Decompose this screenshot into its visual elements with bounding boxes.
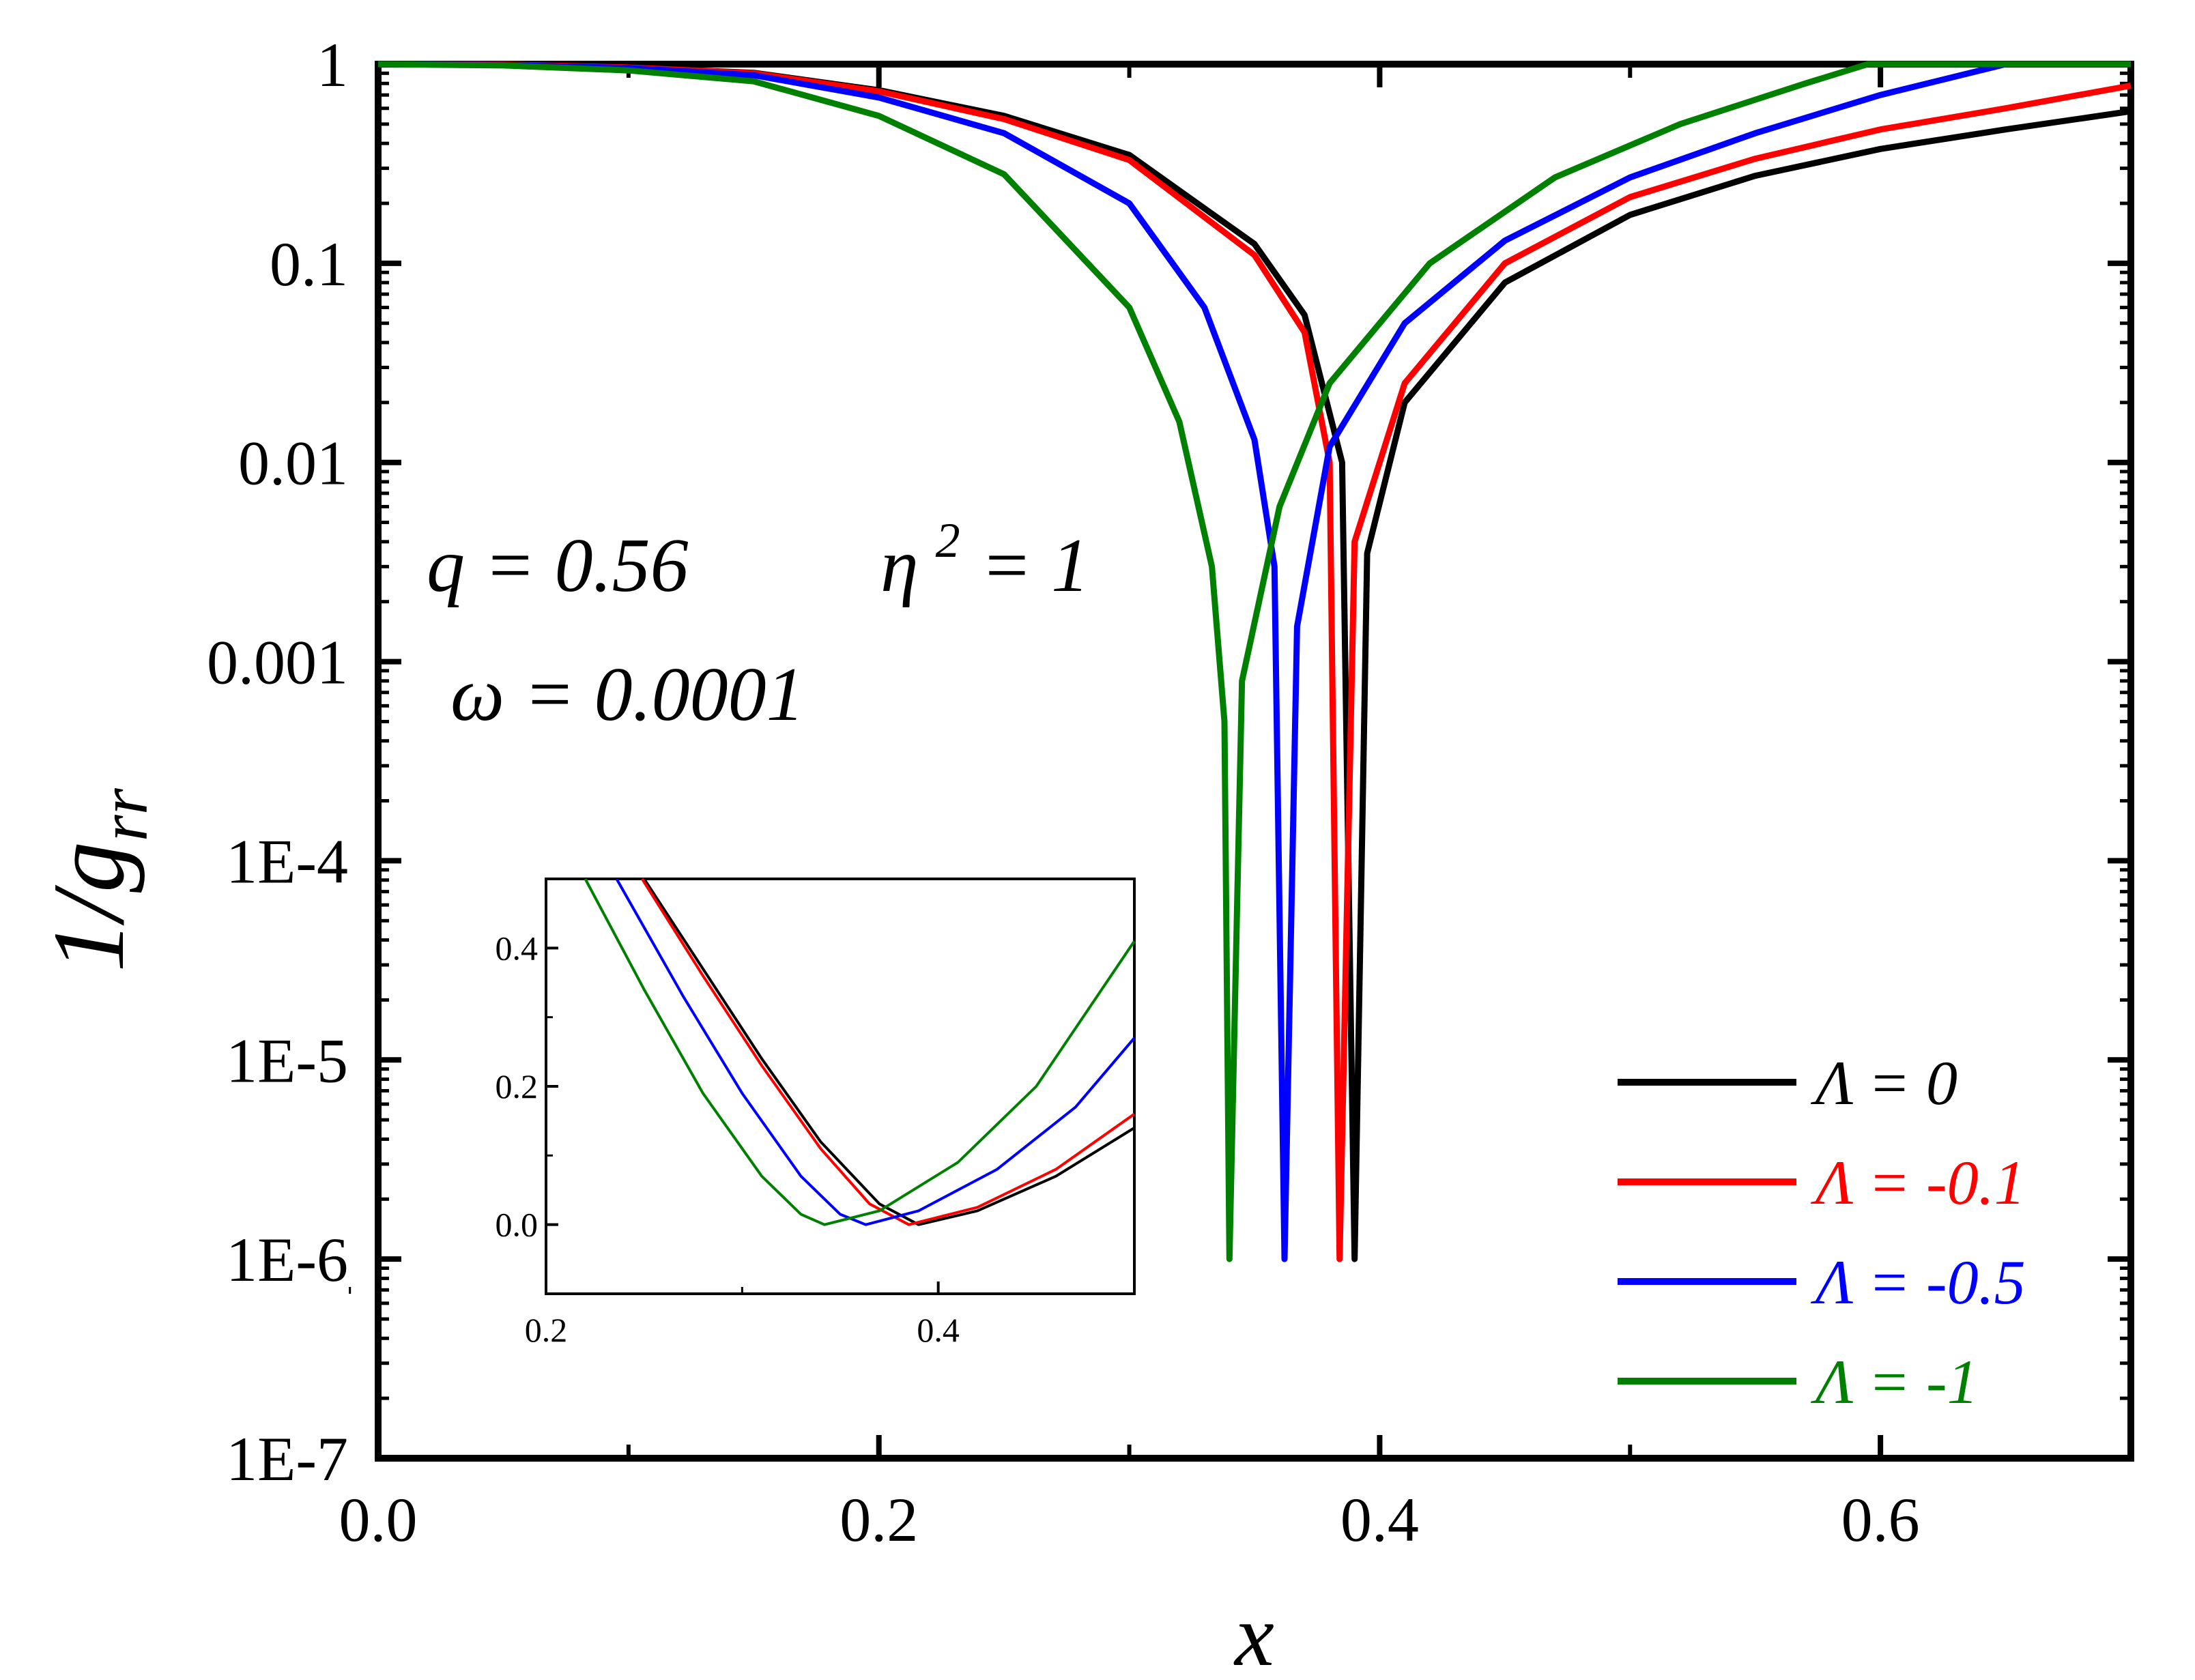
x-tick-label: 0.2 [840,1485,918,1554]
annotation-q: q = 0.56 [427,523,689,608]
annotation-omega: ω = 0.0001 [450,652,805,737]
parameter-annotation: q = 0.56 η 2 = 1 ω = 0.0001 [427,513,1089,737]
legend-label-0: Λ = 0 [1810,1048,1957,1118]
y-axis-title: 1/grr [32,787,162,972]
y-tick-label: 1E-6 [226,1225,348,1294]
y-tick-label: 0.1 [270,229,348,299]
y-axis-title-main: 1/g [32,841,145,972]
inset-x-tick-label: 0.4 [917,1311,960,1349]
x-axis-ticks: 0.0 0.2 0.4 0.6 [339,64,1920,1554]
y-tick-label: 1E-5 [226,1026,348,1095]
inset-series-line-0-5 [615,878,1136,1226]
legend-label-0-5: Λ = -0.5 [1810,1247,2026,1317]
annotation-eta-superscript: 2 [936,513,960,568]
y-tick-label: 1 [317,30,348,100]
y-axis-ticks: 1 0.1 0.01 0.001 1E-4 1E-5 1E-6 1E-7 [207,30,2131,1494]
series-lines [377,61,2132,1262]
inset-series-line-0 [643,878,1136,1226]
series-line-1 [377,61,2131,1262]
annotation-eta: η 2 = 1 [880,513,1089,608]
inset-chart: 0.2 0.4 0.0 0.2 0.4 [349,878,1136,1349]
inset-y-tick-label: 0.4 [496,929,539,967]
inset-lines [584,878,1136,1226]
y-tick-label: 0.01 [238,429,348,498]
y-axis-title-subscript: rr [86,787,162,841]
annotation-eta-symbol: η [880,523,919,608]
annotation-eta-value: = 1 [981,523,1090,608]
x-tick-label: 0.6 [1841,1485,1920,1554]
legend: Λ = 0 Λ = -0.1 Λ = -0.5 Λ = -1 [1618,1048,2026,1417]
y-tick-label: 1E-4 [226,826,348,896]
legend-label-0-1: Λ = -0.1 [1810,1148,2026,1217]
legend-label-1: Λ = -1 [1810,1347,1979,1417]
inset-frame [545,878,1136,1295]
series-line-0-5 [377,61,2131,1262]
x-tick-label: 0.0 [339,1485,418,1554]
inset-series-line-1 [584,878,1136,1226]
x-axis-title: x [1233,1587,1274,1680]
inset-y-tick-label: 0.0 [496,1206,539,1244]
inset-series-line-0-1 [641,878,1136,1226]
inset-x-tick-label: 0.2 [525,1311,568,1349]
plot-frame [375,61,2134,1462]
y-tick-label: 1E-7 [226,1424,348,1494]
y-tick-label: 0.001 [207,628,348,697]
inset-y-tick-label: 0.2 [496,1067,539,1105]
inset-ticks: 0.2 0.4 0.0 0.2 0.4 [349,878,1136,1349]
x-tick-label: 0.4 [1340,1485,1419,1554]
